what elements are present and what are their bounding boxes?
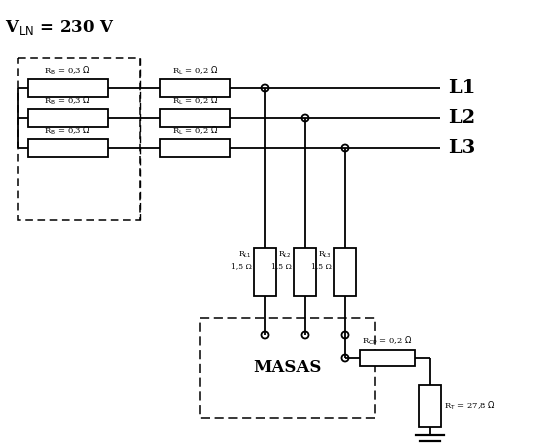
Bar	[28, 79, 108, 97]
Text: R$_{L3}$
1,5 Ω: R$_{L3}$ 1,5 Ω	[311, 250, 332, 270]
Bar	[28, 139, 108, 157]
Text: R$_{\mathrm{CP}}$ = 0,2 $\Omega$: R$_{\mathrm{CP}}$ = 0,2 $\Omega$	[362, 334, 413, 347]
Bar	[360, 350, 415, 366]
Bar	[294, 248, 316, 296]
Bar	[419, 385, 441, 427]
Text: R$_{L1}$
1,5 Ω: R$_{L1}$ 1,5 Ω	[231, 250, 252, 270]
Text: R$_\mathrm{B}$ = 0,3 $\Omega$: R$_\mathrm{B}$ = 0,3 $\Omega$	[45, 94, 91, 107]
Bar	[160, 139, 230, 157]
Bar	[18, 58, 140, 220]
Text: R$_\mathrm{T}$ = 27,8 $\Omega$: R$_\mathrm{T}$ = 27,8 $\Omega$	[444, 400, 496, 412]
Bar	[334, 248, 356, 296]
Text: L1: L1	[448, 79, 475, 97]
Text: L2: L2	[448, 109, 475, 127]
Text: R$_{L2}$
1,5 Ω: R$_{L2}$ 1,5 Ω	[271, 250, 292, 270]
Bar	[28, 109, 108, 127]
Text: MASAS: MASAS	[253, 360, 322, 377]
Bar	[200, 318, 375, 418]
Text: R$_\mathrm{B}$ = 0,3 $\Omega$: R$_\mathrm{B}$ = 0,3 $\Omega$	[45, 124, 91, 137]
Bar	[160, 109, 230, 127]
Text: R$_\mathrm{L}$ = 0,2 $\Omega$: R$_\mathrm{L}$ = 0,2 $\Omega$	[172, 124, 218, 137]
Text: R$_\mathrm{B}$ = 0,3 $\Omega$: R$_\mathrm{B}$ = 0,3 $\Omega$	[45, 65, 91, 77]
Text: V$_{\mathrm{LN}}$ = 230 V: V$_{\mathrm{LN}}$ = 230 V	[5, 18, 115, 37]
Bar	[254, 248, 276, 296]
Text: L3: L3	[448, 139, 475, 157]
Text: R$_\mathrm{L}$ = 0,2 $\Omega$: R$_\mathrm{L}$ = 0,2 $\Omega$	[172, 94, 218, 107]
Bar	[160, 79, 230, 97]
Text: R$_\mathrm{L}$ = 0,2 $\Omega$: R$_\mathrm{L}$ = 0,2 $\Omega$	[172, 65, 218, 77]
